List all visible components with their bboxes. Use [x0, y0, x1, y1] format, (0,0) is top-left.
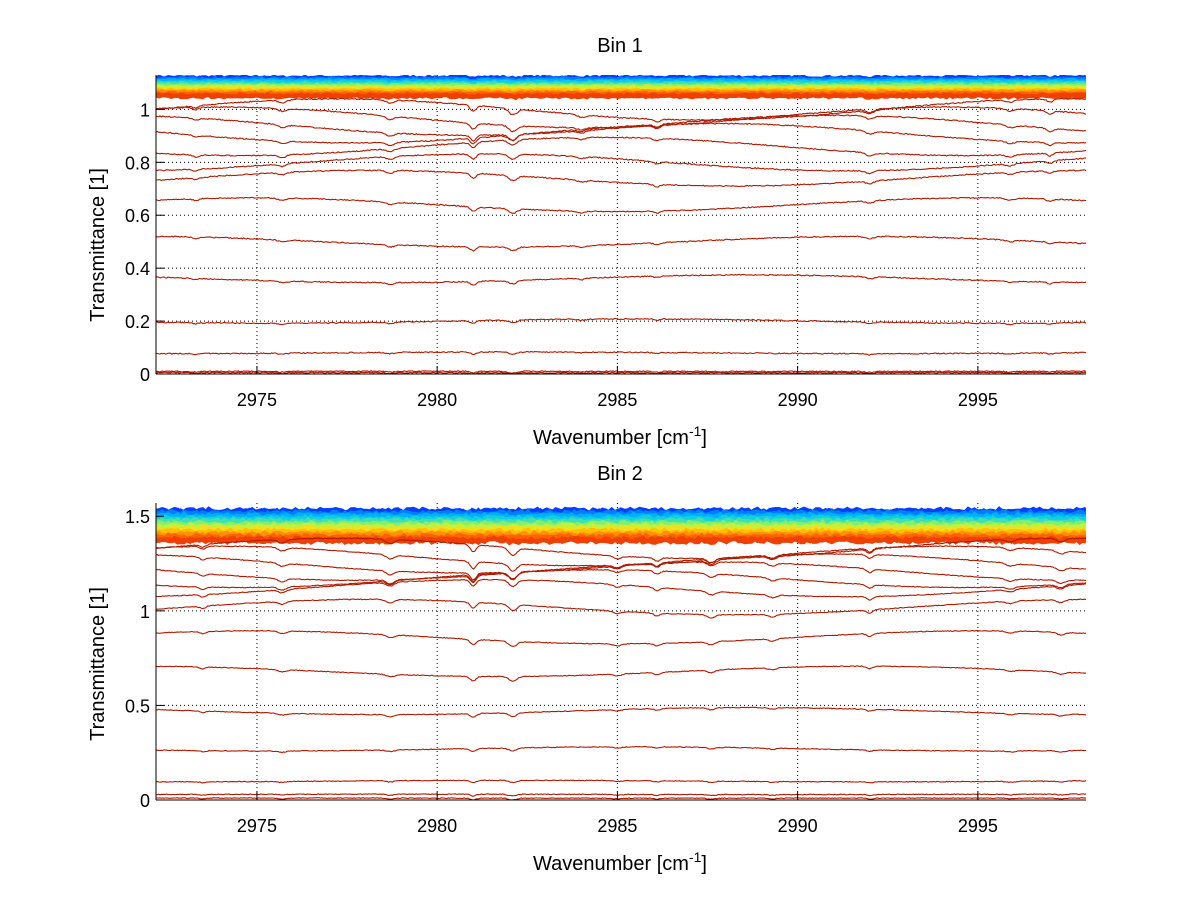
series-line — [156, 317, 1086, 326]
series-line — [156, 793, 1086, 797]
y-tick-label: 0 — [140, 365, 150, 385]
y-tick-label: 0 — [140, 791, 150, 811]
series-line — [156, 561, 1086, 585]
y-tick-label: 0.6 — [125, 206, 150, 226]
series-line — [156, 507, 1086, 517]
x-tick-label: 2990 — [778, 390, 818, 410]
series-line — [156, 578, 1086, 601]
series-line — [156, 553, 1086, 581]
series-line — [156, 370, 1086, 374]
series-line — [156, 665, 1086, 682]
series-line — [156, 169, 1086, 188]
series-line — [156, 779, 1086, 784]
x-axis-label: Wavenumber [cm-1] — [533, 423, 707, 449]
series-line — [156, 598, 1086, 619]
series-line — [156, 536, 1086, 546]
series-line — [156, 273, 1086, 286]
y-tick-label: 0.5 — [125, 696, 150, 716]
series-line — [156, 537, 1086, 564]
series-line — [156, 745, 1086, 754]
x-tick-label: 2980 — [417, 816, 457, 836]
series-line — [156, 371, 1086, 374]
series-line — [156, 114, 1086, 142]
x-tick-label: 2975 — [237, 390, 277, 410]
y-tick-label: 0.2 — [125, 312, 150, 332]
y-tick-label: 1 — [140, 602, 150, 622]
series-line — [156, 629, 1086, 647]
series-line — [156, 97, 1086, 123]
series-line — [156, 706, 1086, 718]
x-tick-label: 2980 — [417, 390, 457, 410]
x-tick-label: 2985 — [597, 390, 637, 410]
y-tick-label: 0.8 — [125, 153, 150, 173]
y-tick-label: 1 — [140, 100, 150, 120]
y-tick-label: 1.5 — [125, 507, 150, 527]
x-axis-label: Wavenumber [cm-1] — [533, 849, 707, 875]
y-tick-label: 0.4 — [125, 259, 150, 279]
series-line — [156, 196, 1086, 215]
chart-title: Bin 1 — [597, 35, 643, 57]
chart-bin-1: Bin 1 Transmittance [1] Wavenumber [cm-1… — [87, 35, 1086, 449]
chart-bin-2: Bin 2 Transmittance [1] Wavenumber [cm-1… — [87, 463, 1086, 875]
x-tick-label: 2995 — [958, 816, 998, 836]
series-line — [156, 350, 1086, 356]
x-tick-label: 2975 — [237, 816, 277, 836]
series-line — [156, 235, 1086, 252]
series-line — [156, 136, 1086, 159]
chart-title: Bin 2 — [597, 463, 643, 485]
series-line — [156, 92, 1086, 101]
y-axis-label: Transmittance [1] — [87, 168, 109, 322]
x-tick-label: 2990 — [778, 816, 818, 836]
series-line — [156, 797, 1086, 800]
series-line — [156, 122, 1086, 147]
x-tick-label: 2985 — [597, 816, 637, 836]
x-tick-label: 2995 — [958, 390, 998, 410]
y-axis-label: Transmittance [1] — [87, 587, 109, 741]
series-line — [156, 152, 1086, 175]
series-line — [156, 569, 1086, 591]
